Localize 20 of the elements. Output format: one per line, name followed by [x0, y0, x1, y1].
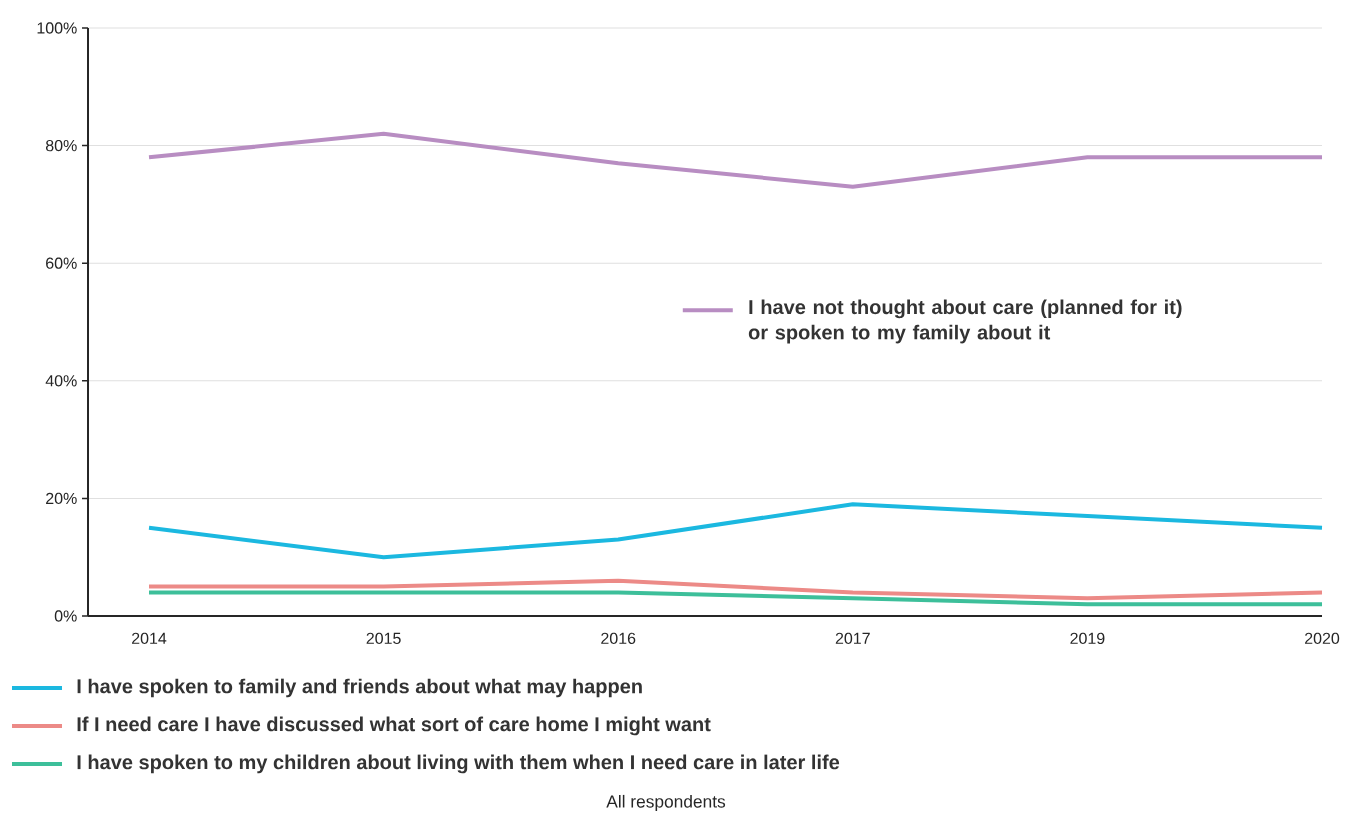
x-tick-label: 2016: [601, 632, 636, 645]
x-tick-label: 2015: [366, 632, 401, 645]
legend-label: I have not thought about care (planned for it) or spoken to my family about it: [748, 299, 1182, 344]
x-tick-label: 2017: [835, 632, 870, 645]
legend-label: I have spoken to family and friends about what may happen: [77, 678, 642, 698]
y-tick-label: 80%: [45, 139, 77, 152]
line-series: [147, 502, 1325, 560]
legend-label: If I need care I have discussed what sort of care home I might want: [77, 716, 711, 736]
y-tick-label: 20%: [46, 492, 77, 505]
y-tick-label: 60%: [46, 257, 77, 269]
y-tick-label: 0%: [54, 610, 77, 622]
text: All respondents: [606, 794, 726, 812]
x-tick-label: 2020: [1305, 632, 1340, 645]
legend-label: I have spoken to my children about living with them when I need care in later life: [77, 754, 840, 774]
y-tick-label: 40%: [45, 375, 77, 387]
line-series: [147, 578, 1325, 601]
y-tick-label: 100%: [37, 22, 77, 34]
line-series: [147, 131, 1325, 189]
x-tick-label: 2019: [1070, 632, 1105, 645]
x-tick-label: 2014: [132, 632, 167, 645]
